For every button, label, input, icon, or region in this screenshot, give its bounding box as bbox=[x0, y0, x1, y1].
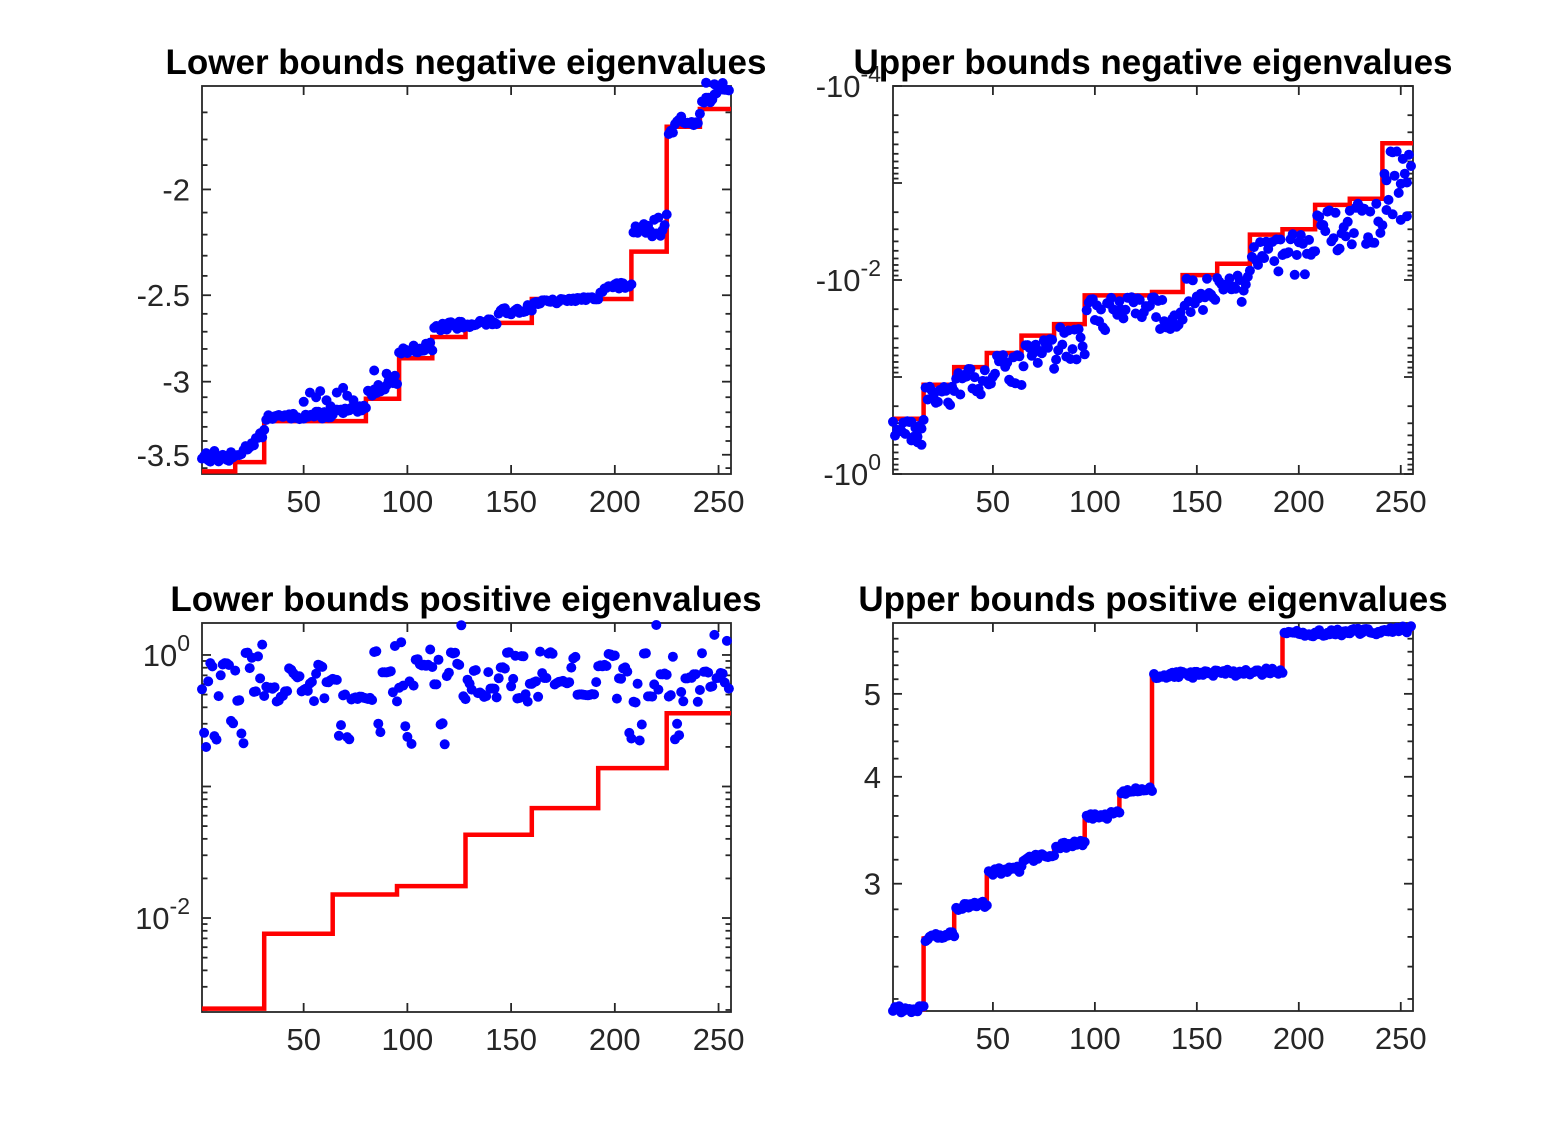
subplot-upper-bounds-positive: 50 100 150 200 250 3 4 5 bbox=[864, 621, 1427, 1056]
x-tick-label: 200 bbox=[1273, 484, 1325, 519]
eigenvalue-dots bbox=[197, 77, 734, 467]
eigenvalue-dots bbox=[888, 621, 1416, 1018]
x-tick-label: 100 bbox=[382, 1022, 434, 1057]
x-tick-label: 250 bbox=[1375, 1021, 1427, 1056]
title-lower-bounds-positive: Lower bounds positive eigenvalues bbox=[170, 580, 762, 619]
bound-step-line bbox=[893, 626, 1414, 1012]
y-tick-label: -2 bbox=[162, 172, 190, 207]
eigenvalue-dots bbox=[888, 146, 1416, 450]
y-tick-label: -10-2 bbox=[816, 255, 881, 298]
y-tick-label: -3.5 bbox=[137, 438, 190, 473]
bound-step-line bbox=[202, 710, 731, 1011]
axes-frame bbox=[892, 85, 1414, 475]
x-tick-label: 150 bbox=[485, 1022, 537, 1057]
subplot-lower-bounds-negative: 50 100 150 200 250 -2 -2.5 -3 -3.5 bbox=[137, 77, 745, 519]
x-tick-label: 50 bbox=[976, 1021, 1010, 1056]
x-tick-label: 250 bbox=[693, 484, 745, 519]
y-tick-label: -3 bbox=[162, 365, 190, 400]
y-tick-label: 3 bbox=[864, 867, 881, 902]
y-tick-label: -10-4 bbox=[816, 61, 881, 104]
x-tick-label: 150 bbox=[1171, 1021, 1223, 1056]
axes-frame bbox=[892, 622, 1414, 1012]
tick-labels: 50 100 150 200 250 -2 -2.5 -3 -3.5 bbox=[137, 172, 745, 519]
x-tick-label: 100 bbox=[382, 484, 434, 519]
y-tick-label: 100 bbox=[143, 630, 190, 673]
tick-labels: 50 100 150 200 250 3 4 5 bbox=[864, 677, 1427, 1056]
title-lower-bounds-negative: Lower bounds negative eigenvalues bbox=[165, 43, 767, 82]
x-tick-label: 250 bbox=[1375, 484, 1427, 519]
eigenvalue-dots bbox=[197, 620, 734, 752]
y-tick-label: 4 bbox=[864, 760, 881, 795]
title-upper-bounds-positive: Upper bounds positive eigenvalues bbox=[858, 580, 1448, 619]
x-tick-label: 200 bbox=[1273, 1021, 1325, 1056]
title-upper-bounds-negative: Upper bounds negative eigenvalues bbox=[853, 43, 1453, 82]
x-tick-label: 150 bbox=[1171, 484, 1223, 519]
x-tick-label: 200 bbox=[589, 484, 641, 519]
y-tick-label: -100 bbox=[823, 449, 881, 492]
subplot-upper-bounds-negative: 50 100 150 200 250 -10-4 -10-2 -100 bbox=[816, 61, 1427, 519]
x-tick-label: 250 bbox=[693, 1022, 745, 1057]
x-tick-label: 50 bbox=[976, 484, 1010, 519]
x-tick-label: 150 bbox=[485, 484, 537, 519]
y-tick-label: 10-2 bbox=[135, 893, 190, 936]
x-tick-label: 200 bbox=[589, 1022, 641, 1057]
x-tick-label: 50 bbox=[286, 484, 320, 519]
tick-labels: 50 100 150 200 250 100 10-2 bbox=[135, 630, 744, 1057]
x-tick-label: 100 bbox=[1069, 1021, 1121, 1056]
y-tick-label: -2.5 bbox=[137, 278, 190, 313]
tick-labels: 50 100 150 200 250 -10-4 -10-2 -100 bbox=[816, 61, 1427, 519]
x-tick-label: 100 bbox=[1069, 484, 1121, 519]
subplot-lower-bounds-positive: 50 100 150 200 250 100 10-2 bbox=[135, 620, 744, 1057]
y-tick-label: 5 bbox=[864, 677, 881, 712]
x-tick-label: 50 bbox=[286, 1022, 320, 1057]
